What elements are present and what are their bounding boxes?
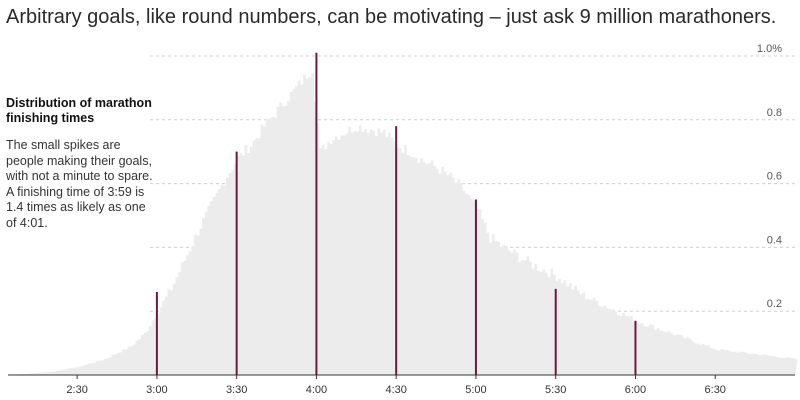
distribution-area-group: [8, 73, 798, 376]
x-tick-label: 3:00: [146, 384, 167, 396]
headline: Arbitrary goals, like round numbers, can…: [6, 6, 777, 28]
chart-annotation: Distribution of marathon finishing times…: [6, 96, 166, 231]
x-axis: 2:30 3:00 3:30 4:00 4:30 5:00 5:30 6:00 6:30: [8, 374, 795, 396]
x-tick-label: 2:30: [66, 384, 87, 396]
y-grid: 0.2 0.4 0.6 0.8 1.0%: [150, 43, 795, 312]
y-tick-label: 0.8: [767, 107, 782, 119]
y-tick-label: 0.2: [767, 298, 782, 310]
spike-bars-group: [155, 52, 637, 375]
y-tick-label: 0.4: [767, 234, 782, 246]
y-tick-label: 1.0%: [757, 43, 782, 55]
x-tick-label: 4:00: [306, 384, 327, 396]
x-tick-label: 6:30: [705, 384, 726, 396]
x-tick-label: 4:30: [385, 384, 406, 396]
x-tick-label: 5:00: [465, 384, 486, 396]
x-tick-label: 5:30: [545, 384, 566, 396]
chart-title: Distribution of marathon finishing times: [6, 96, 152, 125]
annotation-text: The small spikes are people making their…: [6, 138, 153, 230]
x-tick-label: 3:30: [226, 384, 247, 396]
distribution-area: [8, 73, 798, 376]
y-tick-label: 0.6: [767, 171, 782, 183]
x-tick-label: 6:00: [625, 384, 646, 396]
